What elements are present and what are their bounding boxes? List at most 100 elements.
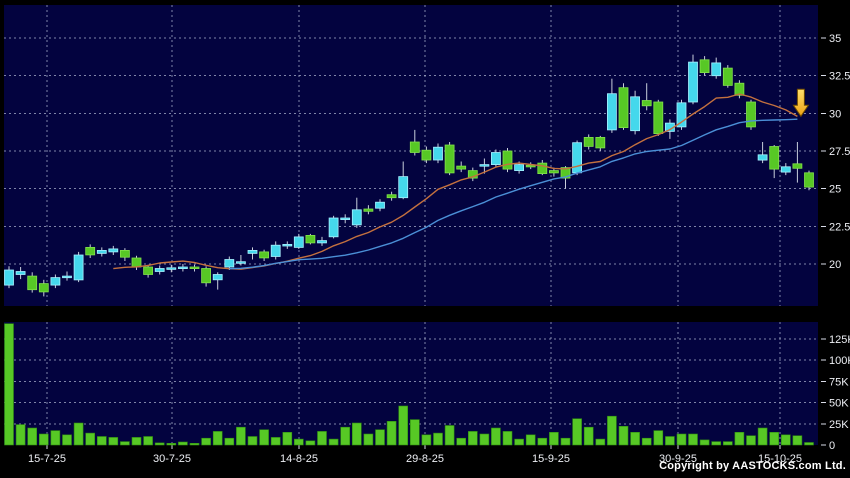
volume-bar: [549, 431, 559, 446]
volume-bar: [317, 431, 327, 446]
candle-up: [96, 249, 107, 254]
volume-bar: [433, 432, 443, 446]
volume-bar: [178, 441, 188, 446]
volume-bar: [699, 439, 710, 446]
date-tick-label: 15-9-25: [532, 453, 570, 465]
volume-bar: [270, 437, 281, 446]
candle-up: [328, 217, 339, 238]
volume-bar: [641, 437, 652, 446]
volume-bar: [583, 426, 594, 446]
volume-bar: [734, 431, 745, 446]
volume-bar: [38, 433, 49, 446]
candle-up: [688, 61, 698, 103]
price-tick-label: 27.5: [829, 146, 850, 158]
volume-bar: [15, 424, 26, 446]
volume-bar: [525, 434, 536, 446]
candle-down: [641, 100, 652, 107]
volume-tick-label: 0: [829, 440, 835, 452]
candle-up: [108, 248, 119, 253]
volume-bar: [363, 433, 374, 446]
volume-bar: [595, 438, 606, 446]
candle-up: [757, 154, 768, 161]
candle-up: [676, 102, 687, 128]
candle-up: [490, 152, 501, 166]
candle-up: [50, 277, 61, 286]
candle-down: [38, 283, 49, 293]
candle-down: [549, 170, 559, 174]
candle-up: [340, 217, 351, 221]
candle-up: [270, 244, 281, 257]
volume-bar: [247, 436, 258, 446]
candle-up: [375, 201, 385, 209]
volume-bar: [108, 437, 119, 446]
volume-bar: [746, 435, 756, 446]
volume-bar: [409, 419, 420, 446]
candle-down: [699, 59, 710, 73]
candle-up: [212, 274, 223, 281]
volume-bar: [722, 441, 733, 446]
candle-down: [618, 87, 629, 128]
candle-up: [398, 176, 409, 199]
candle-down: [305, 234, 316, 244]
volume-bar: [630, 431, 640, 446]
volume-bar: [189, 442, 200, 446]
volume-bar: [85, 432, 95, 446]
volume-bar: [224, 437, 235, 446]
volume-bar: [351, 422, 362, 446]
candle-up: [154, 268, 165, 272]
volume-tick-label: 100K: [829, 355, 850, 367]
candle-up: [317, 240, 327, 244]
date-tick-label: 30-9-25: [659, 453, 697, 465]
candle-up: [433, 146, 443, 161]
candle-down: [189, 266, 200, 270]
candle-down: [421, 149, 432, 161]
candle-up: [166, 267, 177, 270]
down-arrow-icon: [792, 88, 810, 118]
volume-bar: [236, 426, 246, 446]
candle-down: [502, 150, 513, 170]
date-tick-label: 15-7-25: [28, 453, 66, 465]
volume-bar: [154, 442, 165, 446]
candle-down: [143, 266, 154, 275]
volume-bar: [653, 430, 664, 446]
date-tick-label: 30-7-25: [153, 453, 191, 465]
candle-up: [607, 93, 617, 131]
candle-up: [73, 254, 84, 281]
volume-bar: [50, 430, 61, 446]
volume-bar: [4, 323, 14, 446]
candle-down: [409, 141, 420, 153]
volume-bar: [421, 434, 432, 446]
ma10-line: [113, 93, 798, 270]
volume-bar: [491, 427, 501, 446]
candle-up: [62, 275, 72, 279]
candle-up: [247, 249, 258, 254]
price-tick-label: 30: [829, 108, 841, 120]
volume-bar: [467, 431, 478, 446]
candle-up: [4, 269, 14, 286]
candle-down: [537, 162, 548, 175]
candle-up: [630, 96, 640, 132]
volume-bar: [757, 427, 768, 446]
price-tick-label: 20: [829, 259, 841, 271]
candle-up: [514, 164, 524, 172]
candle-down: [363, 208, 374, 212]
price-tick-label: 25: [829, 184, 841, 196]
volume-bar: [305, 440, 316, 446]
volume-bar: [259, 429, 269, 446]
candle-down: [804, 172, 814, 188]
volume-bar: [282, 431, 293, 446]
candle-down: [444, 144, 455, 174]
candle-down: [386, 194, 397, 199]
volume-bar: [201, 437, 211, 446]
candle-down: [746, 101, 756, 128]
volume-bar: [792, 435, 803, 446]
volume-bar: [607, 415, 617, 446]
candle-down: [769, 146, 780, 170]
volume-bar: [27, 427, 38, 446]
candle-up: [235, 261, 246, 264]
candle-down: [734, 82, 745, 96]
volume-bar: [537, 437, 548, 446]
volume-bar: [73, 422, 84, 446]
candle-down: [560, 167, 571, 179]
volume-bar: [804, 442, 814, 446]
